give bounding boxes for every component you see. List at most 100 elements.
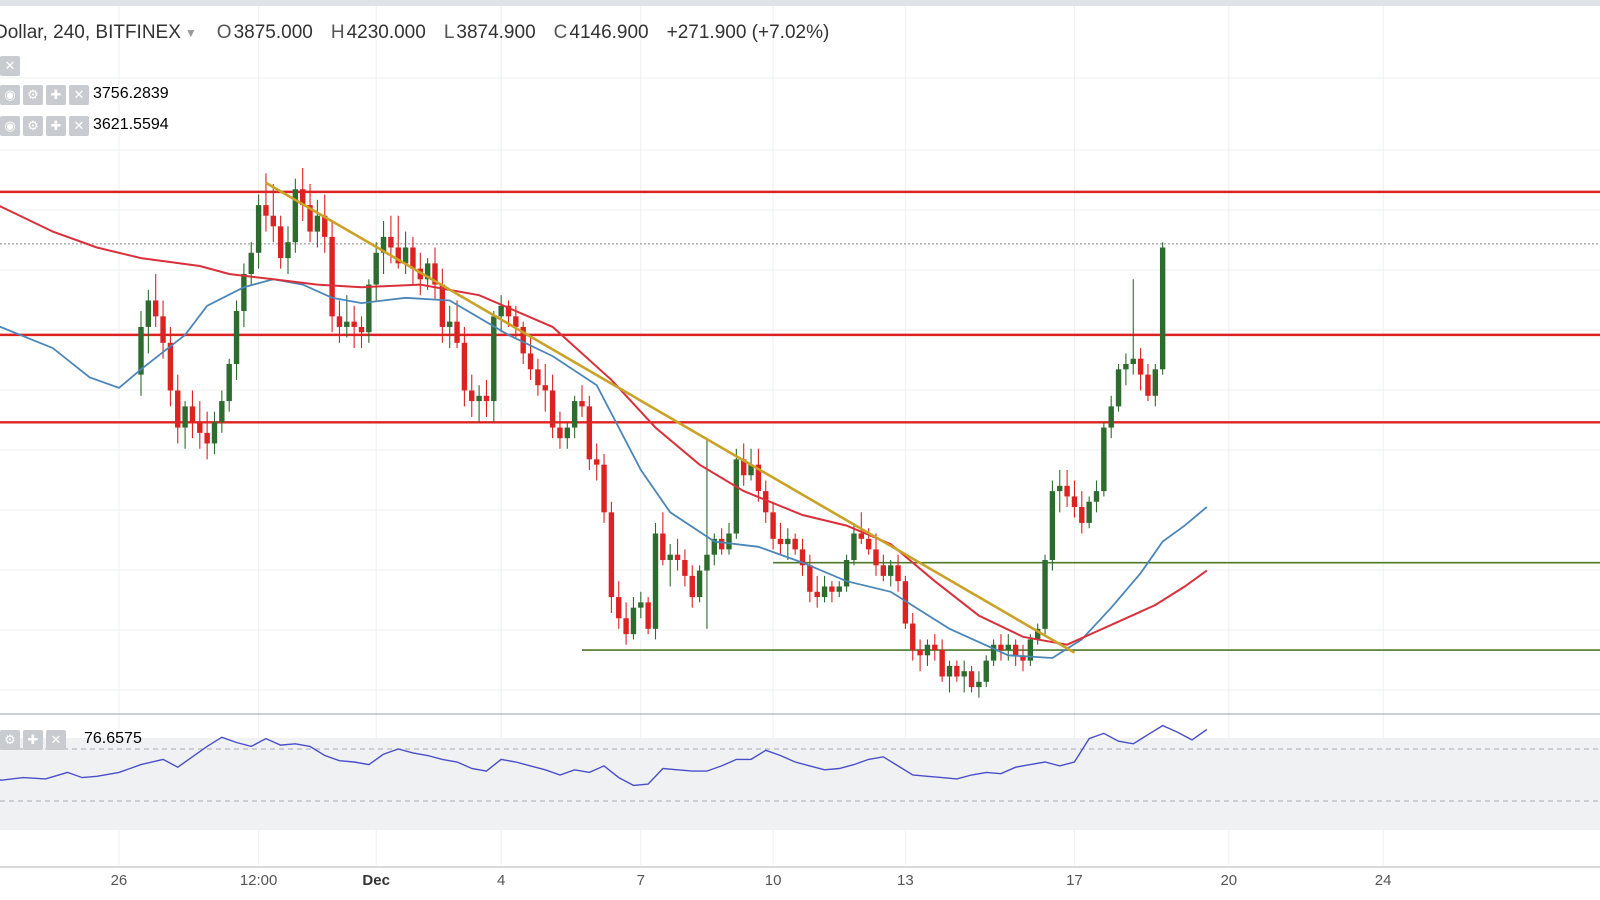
chart-border-top (0, 0, 1600, 6)
candle-up (1035, 628, 1041, 640)
rsi-pane (0, 724, 1600, 802)
candle-down (410, 247, 416, 269)
candle-down (527, 353, 534, 370)
candle-down (718, 538, 725, 550)
candle-down (175, 390, 181, 428)
candle-up (1005, 644, 1011, 651)
close-icon[interactable]: ✕ (46, 730, 66, 750)
open-value: 3875.000 (233, 22, 313, 43)
symbol-title[interactable]: Dollar, 240, BITFINEX (0, 22, 181, 43)
candle-down (1071, 496, 1078, 508)
candle-down (336, 316, 343, 327)
candle-up (314, 215, 321, 232)
candle-up (241, 273, 247, 312)
candle-up (924, 644, 931, 656)
low-label: L (443, 22, 455, 43)
candle-down (777, 538, 784, 545)
candle-up (285, 242, 291, 259)
candle-down (660, 533, 666, 560)
candle-up (1042, 559, 1048, 629)
trendline[interactable] (265, 181, 1076, 654)
downtrend-line (265, 181, 1076, 654)
candle-down (153, 300, 159, 317)
candle-up (1115, 369, 1122, 407)
candle-up (248, 252, 254, 274)
candle-up (571, 401, 578, 428)
candle-down (549, 390, 556, 428)
candle-up (733, 459, 740, 534)
candle-down (277, 226, 284, 259)
candle-down (807, 565, 813, 592)
horizontal-levels[interactable] (0, 190, 1600, 651)
candle-up (145, 300, 152, 327)
candle-up (946, 665, 953, 677)
series-controls: ✕ (0, 56, 20, 76)
time-tick-label: 4 (496, 872, 506, 889)
more-icon[interactable]: ✚ (23, 730, 43, 750)
settings-icon[interactable]: ⚙ (0, 730, 20, 750)
open-label: O (216, 22, 232, 43)
visibility-icon[interactable]: ◉ (0, 116, 20, 136)
candle-up (851, 533, 857, 560)
candle-down (917, 650, 923, 656)
ma-slow-value: 3621.5594 (93, 116, 169, 133)
ma-fast-controls: ◉ ⚙ ✚ ✕ (0, 85, 89, 105)
candle-down (880, 565, 887, 576)
candle-up (711, 538, 717, 555)
time-tick-label: 7 (636, 872, 645, 889)
candle-down (469, 390, 475, 402)
candle-down (483, 395, 490, 402)
candle-up (366, 284, 372, 333)
chart-header: Dollar, 240, BITFINEX ▼ O 3875.000 H 423… (0, 18, 847, 48)
candle-down (682, 559, 688, 576)
candle-up (961, 671, 967, 677)
candle-down (858, 533, 864, 539)
candle-up (402, 247, 409, 264)
candle-up (1093, 491, 1100, 502)
close-icon[interactable]: ✕ (69, 116, 89, 136)
candle-down (932, 644, 938, 651)
candle-down (814, 591, 820, 598)
candle-down (160, 316, 166, 343)
close-label: C (553, 22, 568, 43)
candle-up (843, 559, 850, 587)
candle-up (1057, 485, 1063, 492)
candle-up (138, 326, 144, 375)
candle-down (461, 342, 468, 391)
candle-down (586, 406, 593, 460)
candle-down (542, 385, 548, 391)
candle-down (770, 512, 776, 539)
candle-down (388, 236, 394, 248)
rsi-line (0, 724, 1208, 787)
candle-up (447, 321, 453, 327)
ma-fast-value: 3756.2839 (93, 85, 169, 102)
time-tick-label: 13 (897, 872, 914, 889)
candle-down (197, 422, 203, 433)
candle-up (1086, 501, 1092, 523)
time-tick-label: 26 (110, 872, 128, 889)
more-icon[interactable]: ✚ (46, 85, 66, 105)
candle-down (910, 623, 916, 651)
close-icon[interactable]: ✕ (0, 56, 20, 76)
candle-down (513, 316, 519, 327)
candle-down (270, 215, 276, 227)
candle-down (998, 644, 1004, 651)
candle-down (189, 406, 196, 423)
candle-up (638, 602, 644, 608)
candle-down (322, 215, 328, 237)
settings-icon[interactable]: ⚙ (23, 85, 43, 105)
settings-icon[interactable]: ⚙ (23, 116, 43, 136)
candle-up (255, 205, 262, 253)
candle-down (1064, 485, 1070, 497)
chevron-down-icon[interactable]: ▼ (184, 26, 197, 40)
close-icon[interactable]: ✕ (69, 85, 89, 105)
more-icon[interactable]: ✚ (46, 116, 66, 136)
visibility-icon[interactable]: ◉ (0, 85, 20, 105)
candle-down (763, 491, 769, 513)
candle-down (351, 321, 357, 327)
candle-down (358, 326, 365, 333)
candle-up (1152, 369, 1158, 396)
candle-down (799, 549, 806, 566)
candle-up (564, 427, 570, 439)
